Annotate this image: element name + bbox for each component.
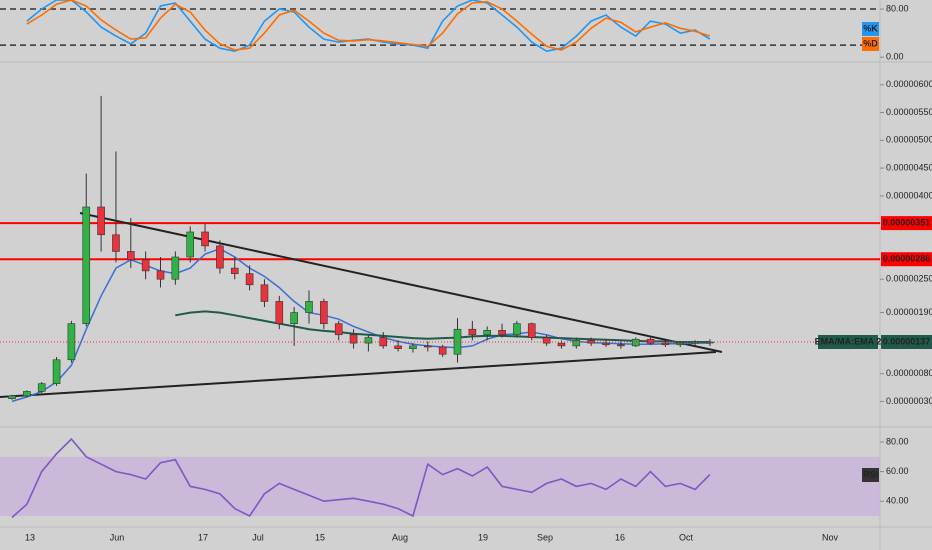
- level-label: 0.00000351: [883, 217, 931, 227]
- candle-body: [676, 342, 685, 346]
- candle-body: [141, 259, 150, 272]
- candle-body: [631, 338, 640, 347]
- candle-body: [23, 391, 31, 397]
- y-tick-label: 0.00000080: [886, 368, 932, 378]
- x-tick-label: Nov: [822, 532, 839, 542]
- candle-body: [661, 342, 670, 346]
- candle-body: [37, 383, 46, 392]
- candle-body: [691, 341, 699, 344]
- indicator-tag-box: [818, 335, 878, 349]
- candle-body: [394, 345, 402, 349]
- legend-chip: %D: [863, 38, 878, 48]
- candle-body: [438, 346, 447, 355]
- candle-body: [156, 270, 165, 280]
- candle-body: [230, 267, 239, 274]
- x-tick-label: Jul: [252, 532, 264, 542]
- legend-chip-box: [862, 37, 879, 51]
- candle-body: [127, 251, 135, 261]
- y-tick-label: 0.00000030: [886, 396, 932, 406]
- candle-body: [275, 301, 284, 324]
- y-tick-label: 0.00000550: [886, 107, 932, 117]
- x-tick-label: 17: [198, 532, 208, 542]
- x-tick-label: 19: [478, 532, 488, 542]
- trendline: [0, 351, 717, 398]
- indicator-tag: EMA/MA:EMA 2: [815, 336, 882, 346]
- level-label-box: [881, 216, 932, 231]
- candle-body: [483, 330, 492, 336]
- level-label: 0.00000286: [883, 254, 931, 264]
- candle-body: [468, 328, 477, 336]
- y-tick-label: 80.00: [886, 3, 909, 13]
- x-tick-label: 15: [315, 532, 325, 542]
- candle-body: [97, 206, 105, 236]
- y-tick-label: 40.00: [886, 496, 909, 506]
- rsi-band: [0, 456, 880, 517]
- candle-body: [617, 344, 625, 347]
- candle-body: [542, 337, 551, 344]
- x-tick-label: 13: [25, 532, 35, 542]
- candle-body: [320, 301, 328, 324]
- candle-body: [245, 273, 254, 286]
- candle-body: [201, 231, 209, 247]
- indicator-line: [11, 437, 711, 519]
- candle-body: [290, 312, 298, 324]
- candle-body: [706, 341, 714, 344]
- candle-body: [498, 330, 506, 336]
- last-price-label-box: [881, 335, 932, 349]
- x-tick-label: Oct: [679, 532, 694, 542]
- candle-body: [513, 323, 521, 336]
- candle-body: [572, 340, 581, 347]
- candle-body: [8, 395, 16, 399]
- candle-body: [216, 245, 224, 269]
- candle-body: [334, 323, 343, 336]
- candle-body: [305, 301, 313, 313]
- x-tick-label: Jun: [110, 532, 125, 542]
- x-tick-label: 16: [615, 532, 625, 542]
- last-price-label: 0.00000137: [883, 336, 931, 346]
- candle-body: [602, 342, 610, 346]
- candle-body: [557, 342, 566, 347]
- y-tick-label: 0.00000450: [886, 162, 932, 172]
- y-tick-label: 0.00000190: [886, 307, 932, 317]
- y-tick-label: 0.00000400: [886, 190, 932, 200]
- legend-chip-box: [862, 468, 879, 482]
- x-tick-label: Sep: [537, 532, 553, 542]
- x-tick-label: Aug: [392, 532, 408, 542]
- indicator-line: [26, 0, 711, 51]
- legend-chip-box: [862, 22, 879, 36]
- candle-body: [409, 345, 417, 349]
- candle-body: [364, 337, 373, 344]
- candle-body: [112, 234, 120, 252]
- y-tick-label: 0.00000250: [886, 274, 932, 284]
- candle-body: [453, 328, 462, 355]
- candle-body: [260, 284, 269, 302]
- candle-body: [67, 323, 76, 361]
- level-label-box: [881, 252, 932, 267]
- candle-body: [82, 206, 91, 324]
- y-tick-label: 60.00: [886, 466, 909, 476]
- candle-body: [527, 323, 536, 338]
- indicator-line: [175, 310, 710, 343]
- candle-body: [171, 256, 180, 280]
- y-tick-label: 80.00: [886, 436, 909, 446]
- candle-body: [52, 359, 61, 384]
- candle-body: [646, 338, 655, 344]
- candle-body: [186, 231, 194, 258]
- legend-chip: RSI: [863, 469, 878, 479]
- y-tick-label: 0.00000600: [886, 79, 932, 89]
- y-tick-label: 0.00: [886, 52, 904, 62]
- candle-body: [349, 334, 358, 344]
- y-tick-label: 0.00000500: [886, 135, 932, 145]
- candle-body: [423, 345, 432, 348]
- legend-chip: %K: [863, 23, 878, 33]
- candle-body: [379, 337, 388, 347]
